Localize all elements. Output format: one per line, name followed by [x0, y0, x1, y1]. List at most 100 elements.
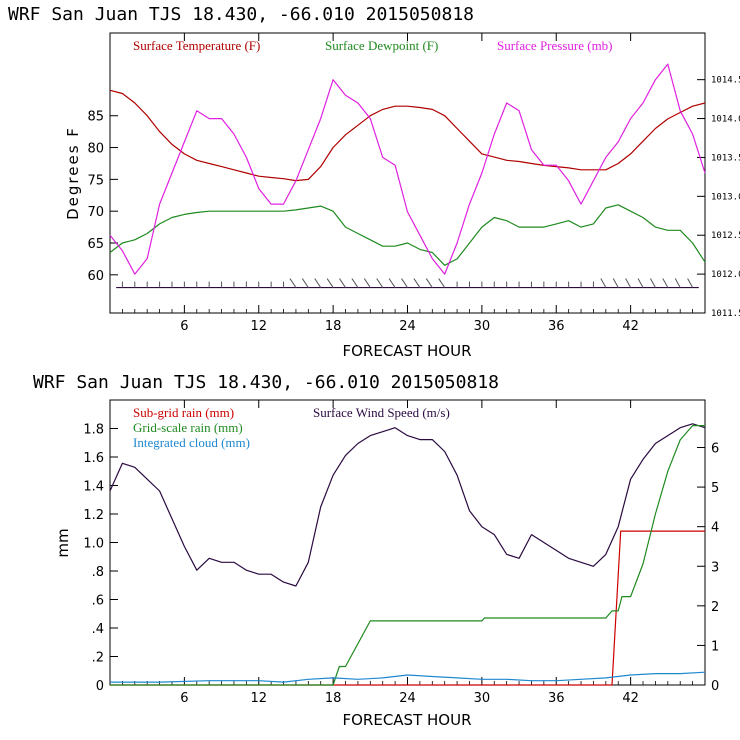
bottom-y-axis-label: mm [54, 528, 72, 557]
point-surface-wind-speed [147, 479, 148, 480]
point-surface-dewpoint [271, 211, 272, 212]
point-surface-temperature [184, 153, 185, 154]
point-surface-dewpoint [667, 230, 668, 231]
point-surface-pressure [320, 118, 321, 119]
wind-barb [301, 278, 309, 288]
series-line-sub-grid-rain [110, 530, 705, 686]
point-surface-wind-speed [196, 570, 197, 571]
point-surface-wind-speed [642, 459, 643, 460]
bottom-chart: 6 12 18 24 30 36 420.2.4.6.81.01.21.41.61.8012… [83, 400, 719, 706]
point-surface-temperature [147, 115, 148, 116]
point-surface-wind-speed [357, 443, 358, 444]
point-surface-temperature [395, 106, 396, 107]
top-y2-tick-label: 1014.5 [711, 76, 740, 86]
point-sub-grid-rain [620, 531, 621, 532]
series-line-surface-wind-speed [109, 423, 706, 587]
point-surface-dewpoint [122, 242, 123, 243]
wind-barb [388, 278, 396, 288]
point-surface-pressure [605, 157, 606, 158]
wind-barb [600, 278, 607, 288]
point-surface-pressure [655, 79, 656, 80]
point-surface-pressure [209, 118, 210, 119]
point-surface-pressure [469, 204, 470, 205]
point-integrated-cloud [357, 679, 358, 680]
point-surface-temperature [382, 109, 383, 110]
point-surface-wind-speed [209, 558, 210, 559]
bottom-y-tick-label: 1.0 [83, 537, 104, 552]
point-surface-dewpoint [134, 239, 135, 240]
point-surface-temperature [209, 163, 210, 164]
point-surface-temperature [258, 176, 259, 177]
top-x-axis-label: FORECAST HOUR [342, 342, 471, 360]
bottom-x-tick-label: 12 [250, 691, 267, 706]
point-surface-dewpoint [295, 209, 296, 210]
point-sub-grid-rain [704, 531, 705, 532]
point-surface-pressure [395, 165, 396, 166]
point-surface-pressure [171, 172, 172, 173]
point-surface-pressure [692, 134, 693, 135]
point-surface-wind-speed [159, 490, 160, 491]
point-surface-wind-speed [580, 562, 581, 563]
top-y-tick-label: 85 [87, 110, 104, 125]
point-surface-pressure [382, 157, 383, 158]
bottom-y2-tick-label: 0 [711, 679, 719, 694]
point-surface-wind-speed [171, 518, 172, 519]
legend-integrated-cloud: Integrated cloud (mm) [133, 435, 250, 450]
point-integrated-cloud [630, 674, 631, 675]
point-integrated-cloud [481, 679, 482, 680]
point-surface-temperature [481, 153, 482, 154]
point-grid-scale-rain [630, 596, 631, 597]
point-surface-temperature [283, 178, 284, 179]
point-surface-pressure [109, 235, 110, 236]
point-surface-pressure [680, 110, 681, 111]
point-surface-wind-speed [469, 510, 470, 511]
bottom-y-tick-label: .8 [92, 565, 104, 580]
top-y-tick-label: 60 [87, 269, 104, 284]
top-y2-tick-label: 1013.5 [711, 153, 740, 163]
point-surface-wind-speed [432, 439, 433, 440]
legend-surface-pressure: Surface Pressure (mb) [497, 38, 613, 53]
point-integrated-cloud [109, 682, 110, 683]
point-surface-dewpoint [444, 265, 445, 266]
bottom-chart-title: WRF San Juan TJS 18.430, -66.010 2015050… [33, 372, 499, 393]
point-grid-scale-rain [655, 513, 656, 514]
wind-barb [662, 278, 669, 288]
wind-barb [351, 278, 359, 288]
wind-barb [637, 278, 644, 288]
point-surface-dewpoint [407, 242, 408, 243]
point-surface-dewpoint [481, 226, 482, 227]
point-surface-dewpoint [221, 211, 222, 212]
point-surface-dewpoint [568, 220, 569, 221]
legend-surface-wind-speed: Surface Wind Speed (m/s) [313, 405, 450, 420]
point-surface-wind-speed [122, 463, 123, 464]
point-surface-pressure [419, 235, 420, 236]
point-integrated-cloud [382, 677, 383, 678]
bottom-y2-tick-label: 4 [711, 521, 719, 536]
top-y-tick-label: 75 [87, 173, 104, 188]
point-surface-wind-speed [233, 562, 234, 563]
point-surface-dewpoint [147, 233, 148, 234]
point-surface-temperature [159, 131, 160, 132]
top-y2-tick-label: 1014.0 [711, 115, 740, 125]
point-surface-wind-speed [605, 554, 606, 555]
point-surface-pressure [630, 118, 631, 119]
point-surface-pressure [580, 204, 581, 205]
point-surface-pressure [147, 258, 148, 259]
point-surface-wind-speed [667, 435, 668, 436]
top-x-tick-label: 42 [622, 319, 639, 334]
point-surface-pressure [593, 180, 594, 181]
point-surface-dewpoint [518, 226, 519, 227]
point-surface-wind-speed [370, 435, 371, 436]
top-x-tick-label: 30 [474, 319, 491, 334]
point-surface-temperature [506, 160, 507, 161]
wind-barb [326, 278, 334, 288]
point-surface-dewpoint [543, 226, 544, 227]
top-y-axis-label: Degrees F [64, 126, 82, 220]
point-grid-scale-rain [642, 563, 643, 564]
point-surface-pressure [642, 102, 643, 103]
point-surface-temperature [692, 106, 693, 107]
point-surface-dewpoint [370, 239, 371, 240]
point-surface-wind-speed [593, 566, 594, 567]
legend-surface-temperature: Surface Temperature (F) [133, 38, 260, 53]
